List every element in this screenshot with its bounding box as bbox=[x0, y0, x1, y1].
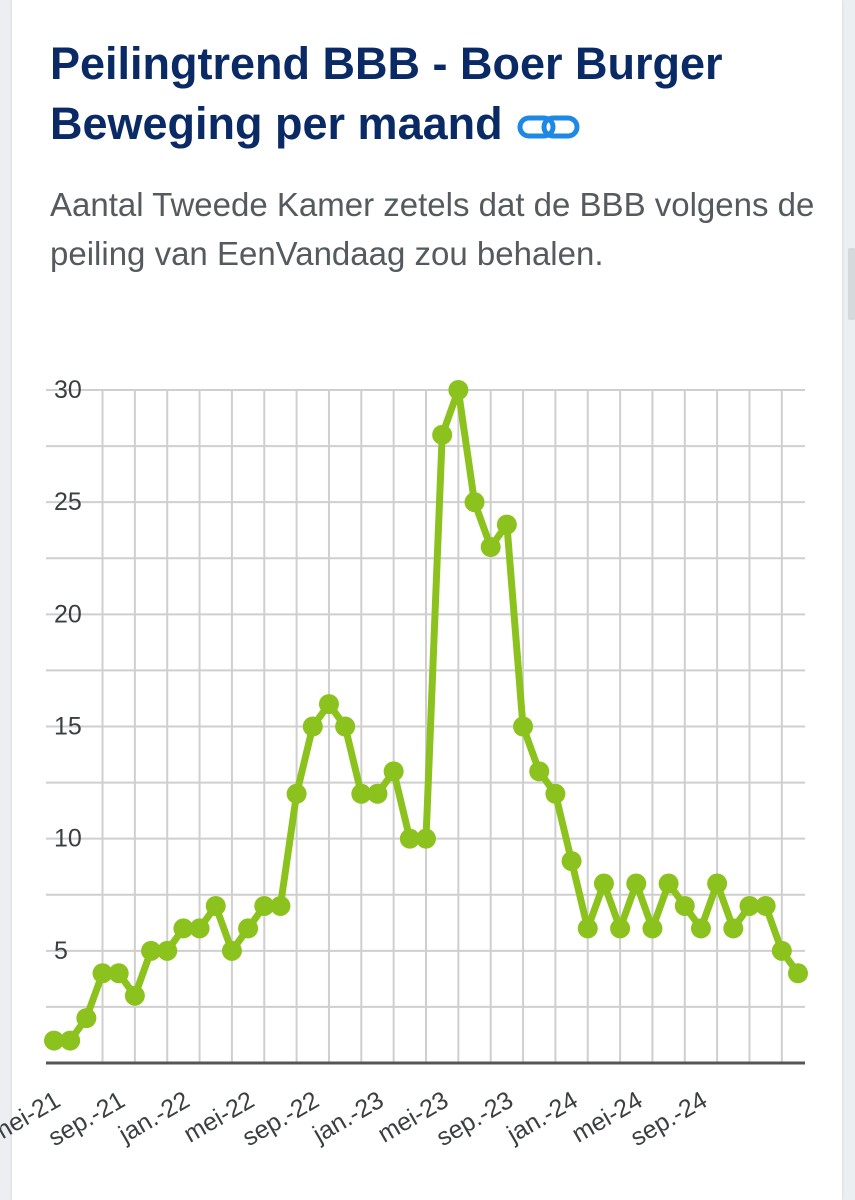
data-point bbox=[771, 940, 792, 961]
data-point bbox=[480, 537, 501, 558]
y-tick-label: 5 bbox=[54, 937, 68, 965]
data-point bbox=[739, 895, 760, 916]
data-point bbox=[221, 940, 242, 961]
data-point bbox=[270, 895, 291, 916]
data-point bbox=[44, 1030, 64, 1051]
line-chart: 5 10 15 20 25 30 mei-21sep.-21jan.-22mei-22se… bbox=[0, 376, 808, 1152]
data-point bbox=[755, 895, 776, 916]
y-tick-label: 10 bbox=[54, 825, 82, 853]
data-point bbox=[351, 783, 372, 804]
x-axis-labels: mei-21sep.-21jan.-22mei-22sep.-22jan.-23… bbox=[0, 1086, 712, 1152]
page-title: Peilingtrend BBB - Boer Burger Beweging … bbox=[50, 34, 820, 157]
data-point bbox=[416, 828, 436, 849]
y-tick-label: 20 bbox=[54, 600, 82, 628]
x-tick-label: jan.-23 bbox=[307, 1086, 388, 1149]
data-point bbox=[642, 918, 663, 939]
chart-grid bbox=[46, 389, 805, 1065]
link-icon-graphic bbox=[517, 115, 580, 139]
data-point bbox=[545, 783, 566, 804]
data-point bbox=[658, 873, 679, 894]
chart-subtitle: Aantal Tweede Kamer zetels dat de BBB vo… bbox=[50, 186, 815, 272]
data-point bbox=[707, 873, 728, 894]
y-tick-label: 15 bbox=[54, 713, 82, 741]
y-axis-labels: 5 10 15 20 25 30 bbox=[54, 376, 82, 965]
data-point bbox=[238, 918, 259, 939]
data-point bbox=[577, 918, 598, 939]
data-point bbox=[173, 918, 194, 939]
data-point bbox=[496, 514, 517, 535]
y-tick-label: 30 bbox=[54, 376, 82, 404]
data-point bbox=[92, 963, 113, 984]
data-point bbox=[302, 716, 323, 737]
title-text: Peilingtrend BBB - Boer Burger Beweging … bbox=[50, 38, 723, 149]
data-point bbox=[286, 783, 307, 804]
data-point bbox=[464, 492, 485, 513]
data-point bbox=[513, 716, 534, 737]
data-point bbox=[157, 940, 178, 961]
data-point bbox=[610, 918, 631, 939]
data-point bbox=[432, 424, 453, 445]
data-point bbox=[189, 918, 210, 939]
data-point bbox=[561, 851, 582, 872]
y-tick-label: 25 bbox=[54, 488, 82, 516]
data-point bbox=[626, 873, 647, 894]
data-point bbox=[399, 828, 420, 849]
data-point bbox=[335, 716, 356, 737]
x-tick-label: jan.-24 bbox=[501, 1086, 582, 1149]
data-point bbox=[723, 918, 744, 939]
data-point bbox=[108, 963, 129, 984]
data-point bbox=[448, 380, 469, 400]
data-point bbox=[318, 694, 339, 715]
data-point bbox=[529, 761, 550, 782]
data-point bbox=[367, 783, 388, 804]
data-point bbox=[788, 963, 808, 984]
series-bbb bbox=[44, 380, 808, 1051]
x-tick-label: jan.-22 bbox=[113, 1086, 194, 1149]
data-point bbox=[254, 895, 275, 916]
data-point bbox=[205, 895, 226, 916]
data-point bbox=[60, 1030, 81, 1051]
data-point bbox=[674, 895, 695, 916]
data-point bbox=[76, 1008, 97, 1029]
data-point bbox=[593, 873, 614, 894]
data-point bbox=[690, 918, 711, 939]
data-point bbox=[124, 985, 145, 1006]
scrollbar-thumb[interactable] bbox=[848, 248, 855, 320]
data-point bbox=[141, 940, 162, 961]
data-point bbox=[383, 761, 404, 782]
link-icon[interactable] bbox=[517, 97, 581, 157]
